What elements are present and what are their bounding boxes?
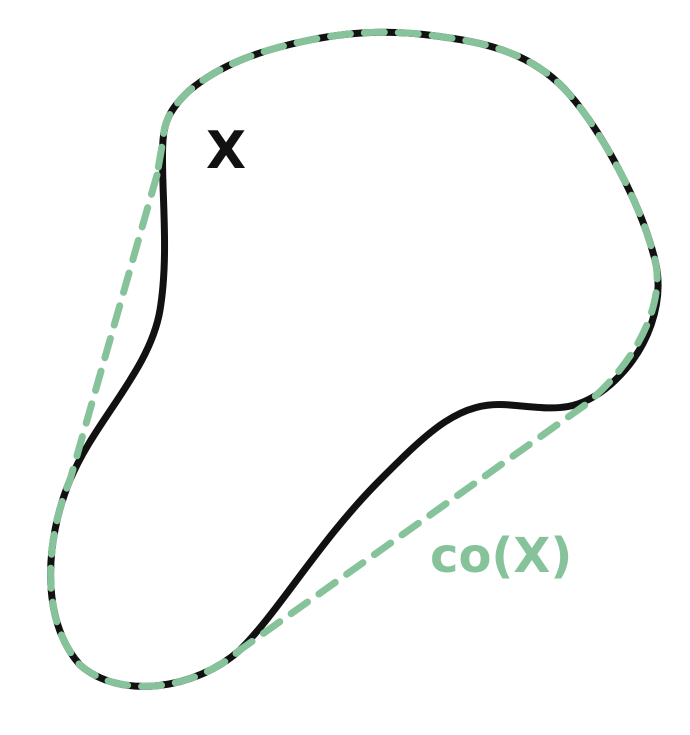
set-x-outline	[47, 28, 662, 690]
convex-hull-outline	[47, 28, 661, 690]
convex-hull-label: co(X)	[430, 528, 572, 584]
set-x-label: X	[206, 121, 246, 181]
